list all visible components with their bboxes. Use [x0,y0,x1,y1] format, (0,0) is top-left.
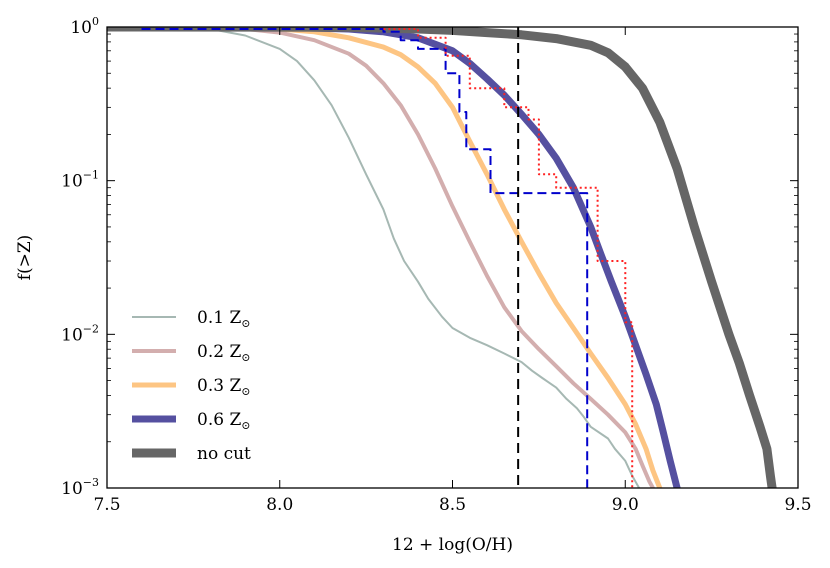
y-tick-label: 10−1 [61,169,99,192]
legend-label: 0.6 Z⊙ [197,410,250,432]
y-tick-label: 10−3 [61,476,99,499]
series-line-2 [107,27,663,488]
axis-ticks: 7.5 8.0 8.5 9.0 9.5 100 10−1 10−2 10−3 [61,15,811,515]
series-line-4 [107,27,777,488]
legend: 0.1 Z⊙ 0.2 Z⊙ 0.3 Z⊙ 0.6 Z⊙ no cut [132,308,251,464]
series-line-5 [141,28,589,488]
series-line-3 [107,27,681,488]
legend-label: 0.1 Z⊙ [197,308,250,330]
legend-label: 0.3 Z⊙ [197,376,250,398]
x-tick-label: 9.5 [784,495,811,515]
y-tick-label: 10−2 [61,322,99,345]
series-line-6 [383,28,634,488]
y-axis-label: f(>Z) [15,235,35,281]
legend-label: 0.2 Z⊙ [197,342,250,364]
series-line-0 [107,27,641,488]
x-tick-label: 8.5 [439,495,466,515]
y-tick-label: 100 [70,15,99,38]
legend-label: no cut [197,444,251,464]
x-tick-label: 7.5 [93,495,120,515]
plot-area [107,27,777,488]
series-line-1 [107,27,655,488]
x-axis-label: 12 + log(O/H) [392,535,513,555]
x-tick-label: 8.0 [266,495,293,515]
x-tick-label: 9.0 [612,495,639,515]
